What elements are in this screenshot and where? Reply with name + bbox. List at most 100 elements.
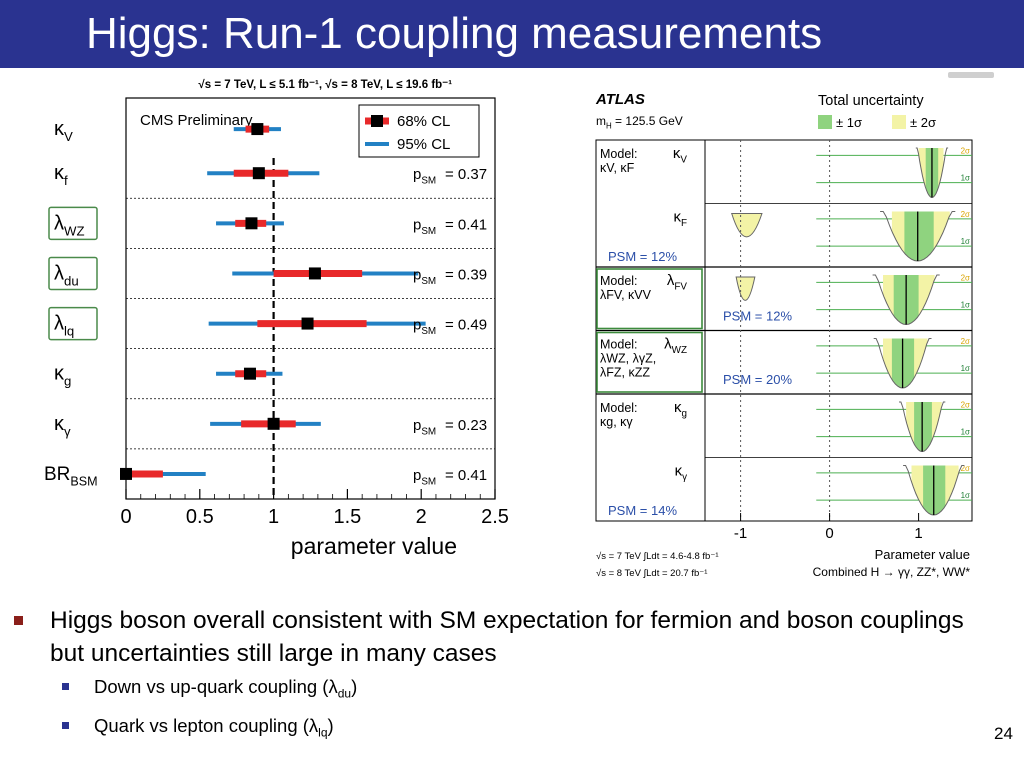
psm-value: = 0.49 <box>445 317 487 334</box>
psm-label: PSM = 12% <box>608 249 677 264</box>
x-tick-label: 1 <box>914 525 922 542</box>
model-name-line: Model: <box>600 274 638 288</box>
bullet-square-icon <box>62 721 69 729</box>
footer-combined: Combined H → γγ, ZZ*, WW* <box>813 565 971 579</box>
psm-value: = 0.23 <box>445 417 487 434</box>
bullet-sub-post: ) <box>327 714 334 736</box>
bullet-sub-post: ) <box>351 676 358 697</box>
sigma1-tag: 1σ <box>961 491 970 500</box>
bullet-sub-1: Down vs up-quark coupling (λdu) <box>14 672 1004 709</box>
legend-2sigma-label: ± 2σ <box>910 115 936 130</box>
cms-preliminary-label: CMS Preliminary <box>140 112 253 129</box>
psm-prefix: pSM <box>413 216 436 237</box>
model-name-line: κg, κγ <box>600 415 633 429</box>
model-name-line: Model: <box>600 338 638 352</box>
secondary-minimum <box>731 213 763 238</box>
x-axis-label: parameter value <box>291 533 457 559</box>
sigma2-tag: 2σ <box>961 464 970 473</box>
model-name-line: Model: <box>600 401 638 415</box>
model-name-line: κV, κF <box>600 161 635 175</box>
best-fit-marker <box>301 317 314 330</box>
parameter-label: λlq <box>54 313 74 339</box>
bullet-sub-subscript: lq <box>318 725 328 740</box>
bullet-sub-pre: Quark vs lepton coupling (λ <box>94 714 319 736</box>
parameter-label: BRBSM <box>44 464 98 489</box>
sigma1-band <box>914 402 932 452</box>
x-tick-label: 0 <box>825 525 833 542</box>
x-tick-label: 2.5 <box>481 506 509 528</box>
parameter-label: κγ <box>675 463 688 484</box>
legend-title: Total uncertainty <box>818 93 924 109</box>
best-fit-marker <box>245 217 258 230</box>
parameter-highlight-box <box>48 306 98 341</box>
best-fit-marker <box>252 167 265 180</box>
psm-prefix: pSM <box>413 417 436 438</box>
parameter-label: κγ <box>54 413 71 439</box>
parameter-label: κV <box>673 145 688 166</box>
x-tick-label: 0.5 <box>186 506 214 528</box>
psm-label: PSM = 20% <box>723 372 792 387</box>
best-fit-marker <box>120 467 132 480</box>
footer-line-2: √s = 8 TeV ∫Ldt = 20.7 fb⁻¹ <box>596 568 707 579</box>
psm-label: PSM = 14% <box>608 503 677 518</box>
secondary-minimum <box>735 276 756 301</box>
sigma2-tag: 2σ <box>961 400 970 409</box>
legend-1sigma-label: ± 1σ <box>836 115 862 130</box>
best-fit-marker <box>251 123 264 136</box>
model-name-line: Model: <box>600 147 638 161</box>
parameter-label: κV <box>54 118 73 144</box>
legend-1sigma-swatch <box>818 115 832 129</box>
best-fit-marker <box>267 417 280 430</box>
bullet-list: Higgs boson overall consistent with SM e… <box>14 604 1004 747</box>
model-name-line: λFV, κVV <box>600 288 652 302</box>
model-highlight-box <box>596 331 703 393</box>
x-axis-label: Parameter value <box>875 547 970 562</box>
parameter-highlight-box <box>48 256 98 291</box>
sigma2-tag: 2σ <box>961 210 970 219</box>
atlas-coupling-chart: ATLAS mH = 125.5 GeV Total uncertainty ± 1σ… <box>595 91 973 579</box>
bullet-square-icon <box>62 683 69 690</box>
legend-box <box>358 104 480 158</box>
footer-line-1: √s = 7 TeV ∫Ldt = 4.6-4.8 fb⁻¹ <box>596 551 719 562</box>
parameter-label: κF <box>673 209 687 230</box>
atlas-label: ATLAS <box>595 91 645 108</box>
sigma1-tag: 1σ <box>961 174 970 183</box>
cms-header: √s = 7 TeV, L ≤ 5.1 fb⁻¹, √s = 8 TeV, L … <box>198 78 452 91</box>
parameter-label: λWZ <box>54 212 85 238</box>
mass-label: mH = 125.5 GeV <box>596 114 683 131</box>
sigma1-tag: 1σ <box>961 428 970 437</box>
x-tick-label: 1.5 <box>333 506 361 528</box>
cms-coupling-chart: √s = 7 TeV, L ≤ 5.1 fb⁻¹, √s = 8 TeV, L … <box>44 78 509 559</box>
sigma1-tag: 1σ <box>961 237 970 246</box>
model-name-line: λWZ, λγZ, <box>600 352 656 366</box>
best-fit-marker <box>308 267 321 280</box>
legend-68-marker <box>371 115 383 127</box>
sigma2-tag: 2σ <box>961 273 970 282</box>
parameter-label: κg <box>54 363 71 389</box>
parameter-highlight-box <box>48 206 98 241</box>
sigma1-tag: 1σ <box>961 301 970 310</box>
bullet-sub-2: Quark vs lepton coupling (λlq) <box>14 711 1004 748</box>
psm-value: = 0.41 <box>445 216 487 233</box>
parameter-label: λWZ <box>664 336 687 357</box>
parameter-label: λdu <box>54 262 79 288</box>
psm-prefix: pSM <box>413 317 436 338</box>
psm-prefix: pSM <box>413 266 436 287</box>
bullet-sub-pre: Down vs up-quark coupling (λ <box>94 676 338 697</box>
bullet-sub-subscript: du <box>337 686 352 701</box>
parameter-label: λFV <box>667 272 688 293</box>
psm-value: = 0.41 <box>445 467 487 484</box>
bullet-main-text: Higgs boson overall consistent with SM e… <box>50 607 964 667</box>
sigma2-tag: 2σ <box>961 337 970 346</box>
corner-decoration <box>948 72 994 78</box>
legend-95-label: 95% CL <box>397 136 450 153</box>
sigma1-tag: 1σ <box>961 364 970 373</box>
legend-2sigma-swatch <box>892 115 906 129</box>
page-number: 24 <box>994 724 1013 743</box>
psm-value: = 0.37 <box>445 166 487 183</box>
legend-68-label: 68% CL <box>397 113 450 130</box>
x-tick-label: 0 <box>120 506 131 528</box>
sigma2-tag: 2σ <box>961 146 970 155</box>
x-tick-label: -1 <box>734 525 747 542</box>
title-bar: Higgs: Run-1 coupling measurements <box>0 0 1024 68</box>
